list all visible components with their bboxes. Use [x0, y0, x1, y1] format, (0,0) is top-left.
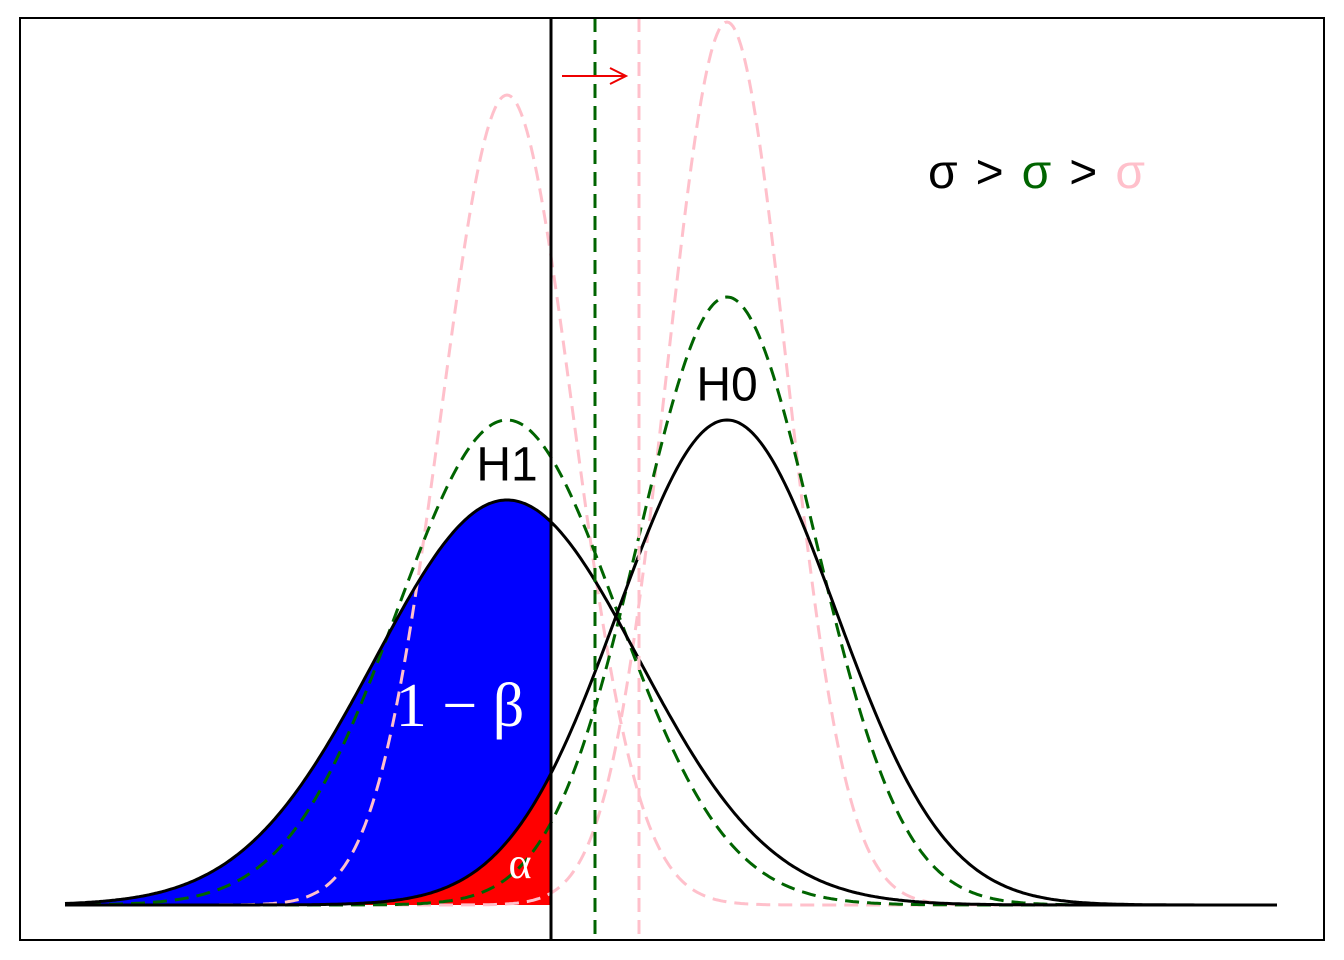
h1-label: H1 — [476, 439, 537, 492]
h0-curve — [65, 418, 1277, 907]
curves — [64, 20, 1277, 907]
h1-curve — [65, 93, 1277, 907]
h1-curve — [65, 418, 1277, 907]
power-label: 1 − β — [396, 672, 525, 740]
shift-arrow — [562, 67, 629, 85]
legend-separator: > — [976, 146, 1004, 199]
h0-label: H0 — [696, 359, 757, 412]
h1-curve — [64, 498, 1277, 907]
alpha-area — [65, 773, 551, 905]
legend-sigma: σ — [1022, 146, 1052, 199]
legend-sigma: σ — [1115, 146, 1145, 199]
areas — [65, 500, 551, 905]
alpha-label: α — [508, 839, 531, 888]
legend: σ > σ > σ — [928, 146, 1145, 199]
power-area — [65, 500, 551, 905]
legend-sigma: σ — [928, 146, 958, 199]
plot-frame — [19, 17, 1325, 941]
h0-curve — [65, 295, 1277, 907]
legend-separator: > — [1069, 146, 1097, 199]
